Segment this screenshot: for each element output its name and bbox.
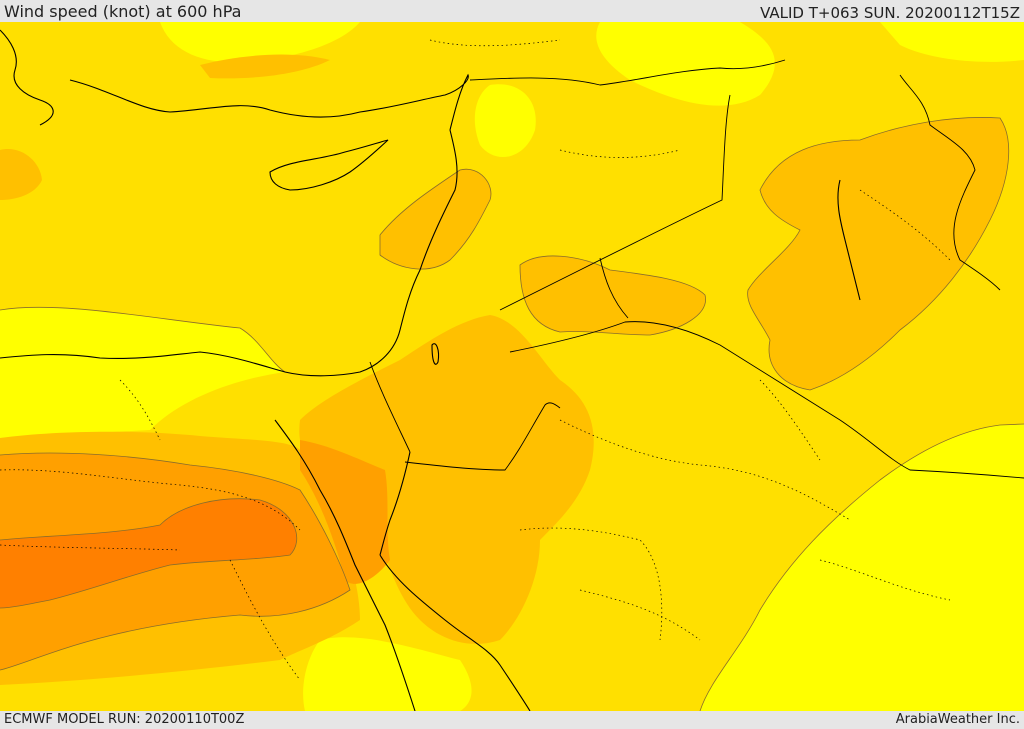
yellow-west-band [0,307,285,438]
admin-line-2 [0,544,181,551]
coast-red-sea-east [379,554,531,711]
coast-cyprus [269,139,389,191]
coast-gulf-suez [274,419,416,711]
amber-west-small [0,149,42,200]
border-jordan-saudi [509,321,1024,479]
footer-bar: ECMWF MODEL RUN: 20200110T00Z ArabiaWeat… [0,711,1024,729]
contour-iraq [747,117,1010,391]
brand-credit: ArabiaWeather Inc. [895,712,1020,727]
border-jordan-iraq [599,257,629,319]
yellow-coast-strip [303,637,472,711]
admin-line-1 [0,469,301,531]
contour-west [0,306,286,373]
low-speed-regions [0,22,1024,711]
coast-aegean [0,29,54,126]
amber-levant [380,169,491,270]
border-egypt-israel [369,361,411,453]
coast-turkey [69,73,469,131]
admin-boundaries [0,39,951,681]
contour-core [0,498,298,609]
admin-line-7 [859,189,951,261]
amber-sinai-arabia [299,315,594,644]
coast-gulf-aqaba [379,451,411,556]
orange-sinai [300,440,390,584]
coast-egypt [0,351,286,373]
amber-iraq [747,117,1009,390]
yellow-north-patch [596,22,775,106]
yellow-northwest [160,22,360,63]
contour-levant [379,168,492,270]
border-syria-iraq [499,94,731,311]
yellow-far-ne [880,22,1024,62]
max-speed-regions [0,498,297,608]
admin-line-6 [559,149,681,158]
border-egypt-sudan [404,402,561,471]
admin-line-12 [429,39,561,47]
wind-speed-map[interactable] [0,22,1024,711]
admin-line-9 [579,589,701,641]
admin-line-11 [819,559,951,601]
coast-levant [284,129,458,377]
admin-line-10 [229,559,301,681]
yellow-north-small [474,84,536,157]
map-canvas [0,22,1024,711]
yellow-southeast [700,424,1024,711]
border-iraq-iran [899,74,1001,291]
border-turkey-syria [469,59,786,86]
header-bar: Wind speed (knot) at 600 hPa VALID T+063… [0,0,1024,22]
coastlines [0,29,861,711]
coast-gulf [837,179,861,301]
map-title: Wind speed (knot) at 600 hPa [4,2,242,21]
admin-line-5 [759,379,821,461]
valid-time: VALID T+063 SUN. 20200112T15Z [760,4,1020,22]
contour-southeast [699,423,1024,711]
coast-dead-sea [431,343,440,365]
amber-north-coast [200,54,330,79]
contour-egypt [0,452,351,671]
country-borders [369,59,1024,479]
model-run: ECMWF MODEL RUN: 20200110T00Z [4,712,245,727]
dark-orange-core [0,498,297,608]
